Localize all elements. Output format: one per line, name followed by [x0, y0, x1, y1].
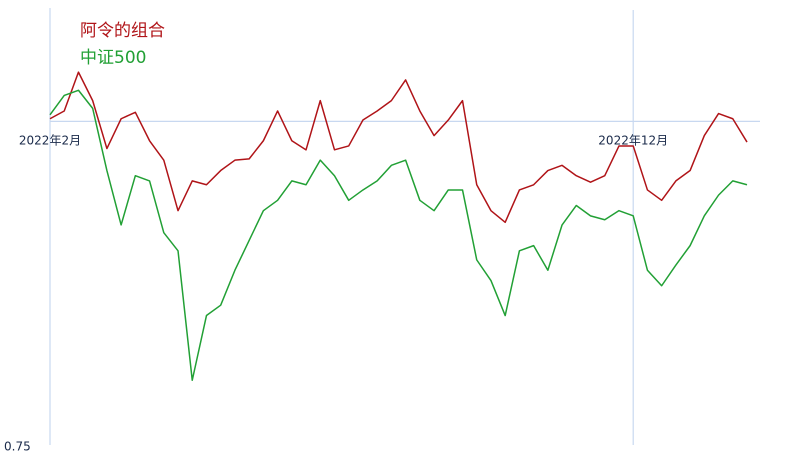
series-line: [49, 71, 748, 224]
legend-label: 阿令的组合: [80, 21, 165, 41]
legend-label: 中证500: [80, 48, 146, 68]
x-tick-label: 2022年12月: [598, 134, 668, 148]
x-tick-label: 2022年2月: [19, 134, 81, 148]
y-tick-label: 0.75: [4, 440, 31, 454]
series-line: [49, 89, 748, 382]
